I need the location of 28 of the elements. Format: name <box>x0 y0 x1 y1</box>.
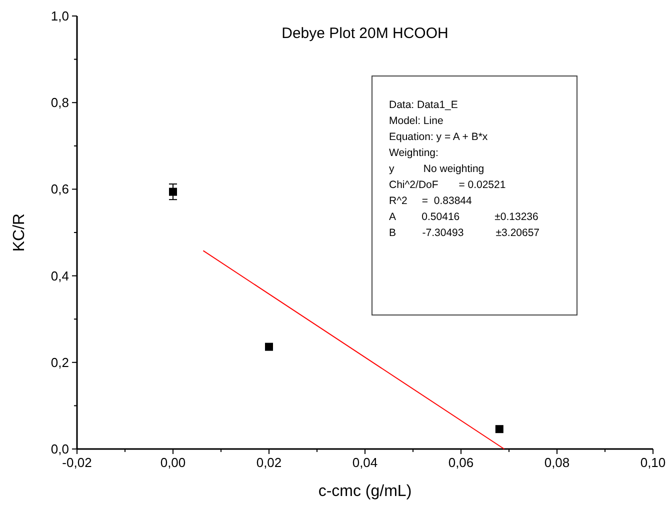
x-tick-label: 0,00 <box>160 455 186 470</box>
y-tick-label: 0,6 <box>50 182 69 197</box>
text: Debye Plot 20M HCOOH <box>282 25 448 42</box>
y-tick-label: 1,0 <box>50 8 69 24</box>
annotation: R^2 = 0.83844 <box>389 195 472 207</box>
y-tick-label: 0,2 <box>50 354 69 370</box>
annotation: y No weighting <box>389 163 484 175</box>
y-tick-label: 0,0 <box>50 442 69 456</box>
point <box>265 342 273 351</box>
y-axis-title: KC/R <box>11 213 28 252</box>
x-tick-label: -0,02 <box>62 455 92 470</box>
x-tick-label: 0,06 <box>448 455 474 470</box>
point <box>169 188 177 196</box>
annotation: B -7.30493 ±3.20657 <box>389 227 540 239</box>
y-tick-label: 0,4 <box>50 268 69 284</box>
annotation: Data: Data1_E <box>389 99 458 111</box>
x-tick-label: 0,02 <box>256 455 282 470</box>
x-axis-title: c-cmc (g/mL) <box>318 483 412 500</box>
annotation: Chi^2/DoF = 0.02521 <box>389 179 506 191</box>
x-tick-label: 0,04 <box>352 455 378 470</box>
annotation: Equation: y = A + B*x <box>389 131 488 143</box>
y-tick-label: 0,8 <box>50 95 69 110</box>
point <box>495 425 504 434</box>
annotation: Model: Line <box>389 115 444 127</box>
annotation: A 0.50416 ±0.13236 <box>389 211 539 223</box>
x-tick-label: 0,08 <box>544 455 570 470</box>
x-tick-label: 0,10 <box>640 455 666 470</box>
annotation: Weighting: <box>389 147 438 159</box>
